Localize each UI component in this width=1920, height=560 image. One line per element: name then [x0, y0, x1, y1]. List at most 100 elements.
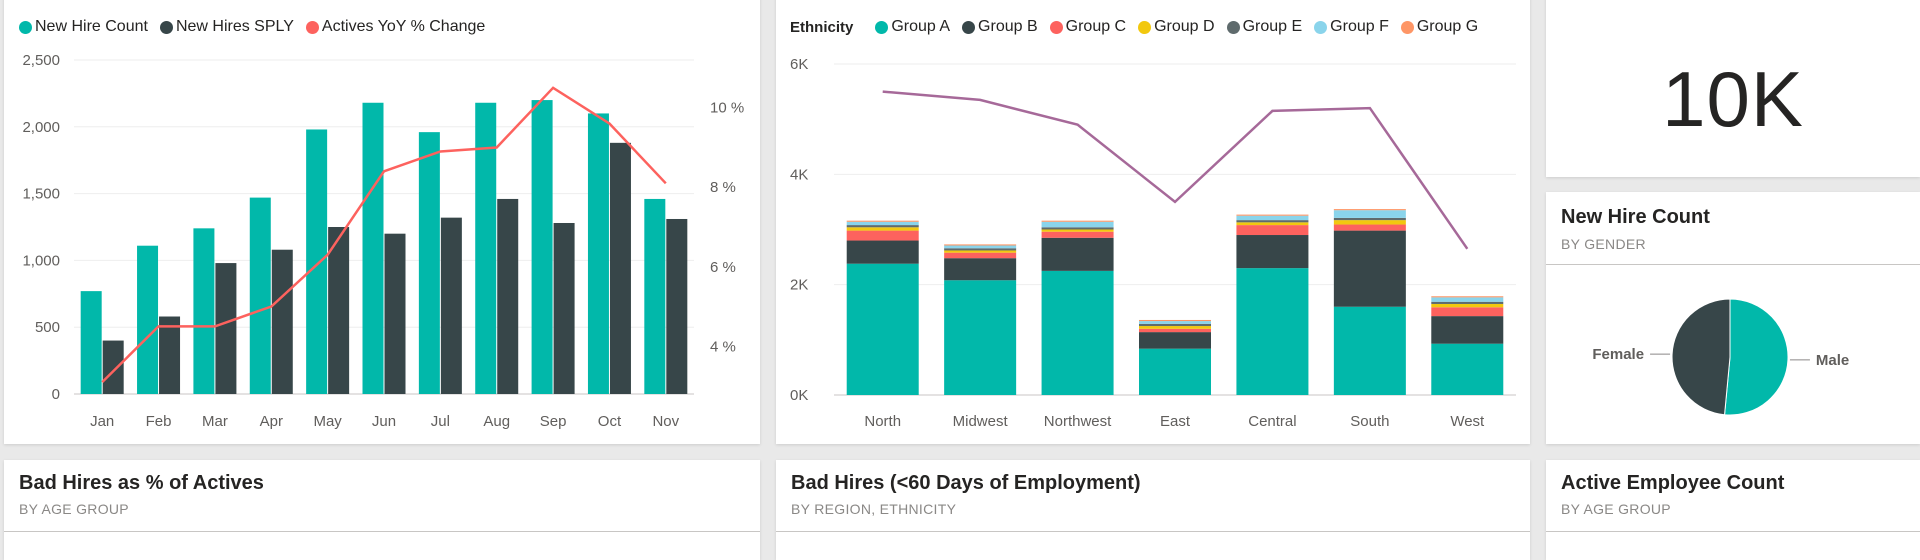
tile-subtitle: BY AGE GROUP [1561, 501, 1671, 517]
y-tick-label: 0K [790, 387, 808, 404]
legend-new-hires-sply[interactable]: New Hires SPLY [159, 18, 294, 36]
legend-group-a[interactable]: Group A [875, 18, 950, 36]
legend-group-g[interactable]: Group G [1400, 18, 1479, 36]
ethnicity-legend: Ethnicity Group A Group B Group C Group … [790, 18, 1490, 36]
y-tick-label: 2,500 [22, 52, 60, 69]
pie-label: Male [1816, 352, 1849, 369]
legend-dot-red [305, 20, 319, 34]
legend-group-e[interactable]: Group E [1226, 18, 1302, 36]
y-tick-label: 2K [790, 277, 808, 294]
stacked-bar-segment [1236, 235, 1309, 269]
legend-label: Group G [1416, 18, 1479, 35]
bar-new-hire-count [531, 100, 553, 394]
legend-dot-dark [159, 20, 173, 34]
y2-tick-label: 8 % [710, 179, 736, 196]
legend-dot-teal [19, 20, 32, 34]
stacked-bar-segment [1333, 209, 1406, 211]
stacked-bar-segment [1236, 214, 1309, 216]
x-tick-label: Aug [483, 413, 510, 430]
legend-label: Group F [1330, 18, 1389, 35]
legend-group-c[interactable]: Group C [1049, 18, 1127, 36]
x-tick-label: Midwest [953, 413, 1009, 430]
y-tick-label: 1,500 [22, 186, 60, 203]
stacked-bar-segment [1236, 225, 1309, 236]
tile-divider [776, 531, 1530, 532]
stacked-bar-segment [1041, 270, 1114, 395]
tile-subtitle: BY REGION, ETHNICITY [791, 501, 957, 517]
bar-new-hires-sply [440, 217, 462, 394]
x-tick-label: Mar [202, 413, 228, 430]
new-hires-by-month-tile: New Hire Count New Hires SPLY Actives Yo… [4, 0, 760, 444]
stacked-bar-segment [846, 263, 919, 395]
legend-dot [1138, 20, 1152, 34]
pie-slice-male [1723, 298, 1789, 416]
stacked-bar-segment [1431, 303, 1504, 308]
legend-label: New Hires SPLY [175, 18, 294, 35]
legend-new-hire-count[interactable]: New Hire Count [19, 18, 148, 36]
legend-label: Group C [1065, 18, 1127, 35]
stacked-bar-segment [1236, 220, 1309, 223]
legend-label: Group D [1154, 18, 1215, 35]
stacked-bar-segment [1333, 210, 1406, 218]
stacked-bar-segment [1236, 268, 1309, 395]
region-ethnicity-tile: Ethnicity Group A Group B Group C Group … [776, 0, 1530, 444]
stacked-bar-segment [1041, 221, 1114, 228]
x-tick-label: Northwest [1044, 413, 1112, 430]
legend-dot [875, 20, 889, 34]
legend-dot [1314, 20, 1328, 34]
stacked-bar-segment [1041, 237, 1114, 271]
stacked-bar-segment [1041, 231, 1114, 238]
stacked-bar-segment [1333, 306, 1406, 395]
legend-title: Ethnicity [790, 18, 854, 36]
x-tick-label: North [864, 413, 901, 430]
stacked-bar-segment [1236, 222, 1309, 226]
stacked-bar-segment [1236, 215, 1309, 221]
bar-new-hire-count [475, 102, 497, 394]
tile-title: Bad Hires (<60 Days of Employment) [791, 472, 1141, 494]
legend-group-f[interactable]: Group F [1314, 18, 1389, 36]
stacked-bar-segment [1431, 296, 1504, 298]
bar-new-hire-count [587, 113, 609, 394]
bar-new-hire-count [80, 291, 102, 394]
bar-new-hire-count [137, 245, 159, 394]
bar-new-hires-sply [328, 227, 350, 394]
stacked-bar-segment [944, 245, 1017, 249]
x-tick-label: Central [1248, 413, 1296, 430]
stacked-bar-segment [944, 248, 1017, 251]
bar-new-hire-count [418, 132, 440, 395]
stacked-bar-segment [1139, 326, 1211, 329]
y-tick-label: 6K [790, 56, 808, 73]
bar-new-hire-count [362, 102, 384, 394]
y2-tick-label: 10 % [710, 100, 744, 117]
x-tick-label: West [1450, 413, 1485, 430]
stacked-bar-segment [1431, 301, 1504, 304]
y2-tick-label: 4 % [710, 338, 736, 355]
legend-label: New Hire Count [35, 18, 148, 35]
monthly-combo-chart[interactable]: 0 500 1,000 1,500 2,000 2,500 4 % 6 % 8 % 10 % Jan… [4, 0, 760, 444]
x-tick-label: May [313, 413, 342, 430]
legend-dot [1049, 20, 1063, 34]
stacked-bar-segment [1333, 217, 1406, 221]
stacked-bar-segment [1139, 332, 1211, 349]
tile-title: Active Employee Count [1561, 472, 1785, 494]
bar-new-hires-sply [271, 249, 293, 394]
stacked-bar-segment [846, 240, 919, 264]
tile-title: Bad Hires as % of Actives [19, 472, 264, 494]
kpi-card-tile: 10K [1546, 0, 1920, 177]
stacked-bar-segment [846, 227, 919, 231]
region-stacked-chart[interactable]: 0K 2K 4K 6K North Midwest Northwest East Central… [776, 0, 1530, 444]
tile-title: New Hire Count [1561, 206, 1710, 228]
tile-divider [1546, 264, 1920, 265]
legend-group-d[interactable]: Group D [1138, 18, 1215, 36]
x-tick-label: Nov [652, 413, 679, 430]
legend-actives-yoy[interactable]: Actives YoY % Change [305, 18, 485, 36]
bar-new-hires-sply [666, 218, 688, 394]
gender-pie-chart[interactable]: Male Female [1546, 192, 1920, 444]
stacked-bar-segment [944, 250, 1017, 253]
stacked-bar-segment [1333, 220, 1406, 225]
bar-new-hires-sply [553, 222, 575, 394]
tile-subtitle: BY AGE GROUP [19, 501, 129, 517]
monthly-legend: New Hire Count New Hires SPLY Actives Yo… [19, 18, 497, 36]
legend-group-b[interactable]: Group B [962, 18, 1038, 36]
stacked-bar-segment [944, 244, 1017, 246]
